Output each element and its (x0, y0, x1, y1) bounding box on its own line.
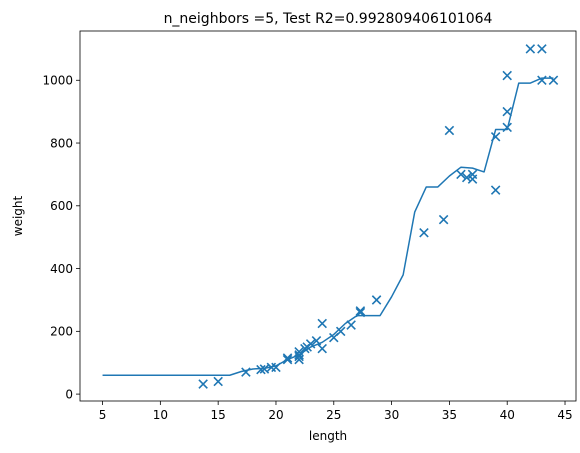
data-point-marker (317, 318, 327, 329)
data-point-marker (537, 44, 547, 54)
x-tick-label: 5 (99, 408, 107, 422)
data-point-marker (537, 75, 547, 86)
data-point-marker (355, 307, 366, 318)
data-point-marker (525, 44, 536, 54)
data-point-marker (502, 70, 512, 81)
data-point-marker (490, 185, 501, 195)
x-tick-label: 15 (211, 408, 226, 422)
x-tick-label: 25 (326, 408, 341, 422)
data-point-marker (282, 354, 293, 365)
data-point-marker (419, 228, 429, 238)
data-point-marker (456, 169, 466, 180)
data-point-marker (317, 343, 327, 354)
plot-frame (79, 30, 577, 402)
data-point-marker (346, 320, 356, 330)
y-tick-label: 800 (50, 136, 73, 150)
data-point-marker (355, 306, 366, 316)
data-point-marker (305, 339, 316, 349)
y-tick-label: 200 (50, 325, 73, 339)
data-point-marker (335, 326, 346, 337)
data-point-marker (256, 364, 266, 375)
y-tick-label: 1000 (42, 74, 73, 88)
data-point-marker (467, 174, 478, 184)
plot-layer (102, 44, 559, 389)
data-point-marker (548, 75, 559, 86)
data-point-marker (259, 364, 270, 374)
data-point-marker (490, 131, 501, 142)
x-tick-label: 45 (557, 408, 572, 422)
x-tick-label: 40 (500, 408, 515, 422)
data-point-marker (311, 335, 322, 346)
x-axis-ticks: 5 10 15 20 25 30 35 40 45 (99, 401, 573, 422)
data-point-marker (282, 353, 293, 363)
chart-title: n_neighbors =5, Test R2=0.99280940610106… (164, 11, 493, 27)
data-point-marker (444, 125, 455, 136)
x-tick-label: 10 (153, 408, 168, 422)
data-point-marker (198, 379, 208, 389)
y-tick-label: 400 (50, 262, 73, 276)
data-point-marker (502, 122, 512, 133)
x-tick-label: 30 (384, 408, 399, 422)
data-point-marker (294, 346, 304, 357)
data-point-marker (241, 367, 251, 377)
data-point-marker (502, 106, 512, 117)
x-tick-label: 35 (442, 408, 457, 422)
data-point-marker (371, 295, 382, 305)
data-point-marker (213, 376, 223, 387)
plot-background (80, 31, 576, 401)
data-point-marker (461, 172, 472, 183)
y-tick-label: 0 (65, 387, 73, 401)
y-tick-label: 600 (50, 199, 73, 213)
y-axis-ticks: 0 200 400 600 800 1000 (42, 74, 80, 401)
data-point-marker (271, 362, 281, 373)
x-axis-label: length (309, 429, 347, 443)
data-point-marker (438, 214, 449, 225)
x-tick-label: 20 (268, 408, 283, 422)
y-axis-label: weight (11, 195, 25, 236)
